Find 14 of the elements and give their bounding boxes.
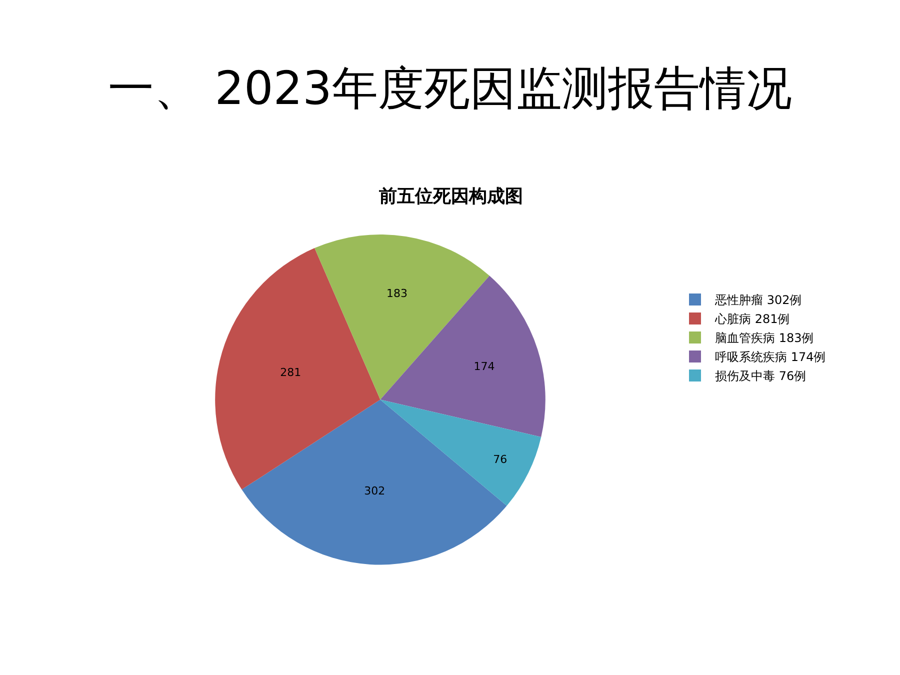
data-label: 302: [364, 484, 386, 498]
legend-label: 恶性肿瘤 302例: [714, 293, 802, 308]
data-label: 183: [386, 286, 408, 300]
legend-label: 呼吸系统疾病 174例: [715, 350, 826, 364]
data-label: 174: [474, 360, 495, 373]
chart-title: 一、 2023年度死因监测报告情况: [108, 60, 792, 115]
data-label: 281: [280, 366, 302, 380]
legend-label: 损伤及中毒 76例: [715, 369, 806, 384]
legend-label: 脑血管疾病 183例: [715, 331, 814, 346]
data-label: 76: [493, 452, 508, 466]
pie-slice: [242, 400, 507, 565]
legend-label: 心脏病 281例: [714, 312, 790, 326]
pie-slice: [380, 276, 546, 437]
chart-subtitle: 前五位死因构成图: [378, 186, 523, 207]
